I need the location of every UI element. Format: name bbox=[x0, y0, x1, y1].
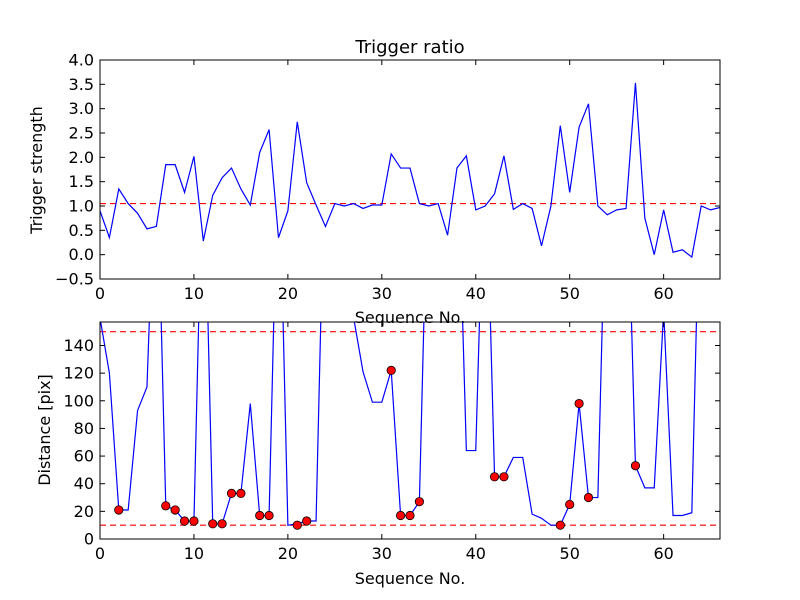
data-marker bbox=[264, 510, 274, 521]
x-tick-label: 20 bbox=[278, 284, 298, 303]
y-tick-label: 140 bbox=[63, 336, 94, 355]
data-marker bbox=[208, 519, 218, 529]
y-tick-label: 100 bbox=[63, 391, 94, 410]
plot-area: 0 10 20 30 40 50 60 0 20 40 60 80 100 120 140 bbox=[63, 321, 721, 563]
x-axis-label: Sequence No. bbox=[355, 308, 466, 327]
plot-area: 0 10 20 30 40 50 60 −0.5 0.0 0.5 1.0 1.5 2.0 2.5 3.0 3.… bbox=[55, 51, 721, 303]
x-tick-label: 30 bbox=[372, 544, 392, 563]
chart-title: Trigger ratio bbox=[354, 37, 464, 58]
data-marker bbox=[499, 472, 509, 482]
y-tick-label: 0 bbox=[84, 530, 94, 549]
y-axis-label: Distance [pix] bbox=[35, 374, 54, 486]
y-tick-label: 60 bbox=[74, 447, 94, 466]
x-tick-label: 40 bbox=[466, 544, 486, 563]
distance-chart: Distance [pix] Sequence No. 0 10 20 30 40 50 6… bbox=[35, 321, 721, 588]
y-tick-label: −0.5 bbox=[55, 270, 94, 289]
data-marker bbox=[405, 510, 415, 521]
data-marker bbox=[217, 519, 227, 529]
data-marker bbox=[583, 492, 594, 503]
axes-frame bbox=[99, 321, 721, 540]
x-tick-label: 50 bbox=[560, 544, 580, 563]
y-tick-label: 1.5 bbox=[69, 172, 94, 191]
trigger-ratio-chart: Trigger ratio Trigger strength Sequence … bbox=[27, 37, 721, 327]
data-marker bbox=[555, 520, 565, 530]
y-tick-label: 4.0 bbox=[69, 51, 94, 70]
y-tick-label: 3.0 bbox=[69, 99, 94, 118]
data-marker bbox=[292, 520, 302, 530]
y-tick-label: 0.5 bbox=[69, 221, 94, 240]
data-marker bbox=[226, 488, 237, 498]
axes-frame bbox=[99, 59, 721, 280]
y-tick-label: 2.5 bbox=[69, 124, 94, 143]
data-marker bbox=[255, 510, 265, 521]
x-tick-label: 10 bbox=[184, 544, 204, 563]
data-marker bbox=[574, 398, 584, 409]
x-tick-label: 60 bbox=[653, 284, 673, 303]
data-marker bbox=[114, 505, 124, 515]
data-marker bbox=[189, 516, 199, 526]
x-axis-label: Sequence No. bbox=[355, 569, 466, 588]
y-tick-label: 40 bbox=[74, 474, 94, 493]
x-tick-label: 50 bbox=[560, 284, 580, 303]
data-marker bbox=[396, 510, 406, 521]
data-marker bbox=[302, 516, 312, 526]
y-tick-label: 1.0 bbox=[69, 197, 94, 216]
data-marker bbox=[179, 516, 190, 526]
y-tick-label: 80 bbox=[74, 419, 94, 438]
data-marker bbox=[161, 501, 171, 511]
x-tick-label: 20 bbox=[278, 544, 298, 563]
data-marker bbox=[630, 461, 641, 471]
y-tick-label: 3.5 bbox=[69, 75, 94, 94]
data-marker bbox=[386, 365, 396, 375]
data-marker bbox=[414, 497, 424, 507]
x-tick-label: 60 bbox=[653, 544, 673, 563]
data-marker bbox=[489, 472, 500, 482]
y-tick-label: 20 bbox=[74, 502, 94, 521]
x-tick-label: 0 bbox=[95, 544, 105, 563]
x-tick-label: 0 bbox=[95, 284, 105, 303]
data-marker bbox=[170, 505, 180, 515]
data-marker bbox=[236, 488, 246, 498]
data-marker bbox=[565, 499, 575, 510]
y-tick-label: 120 bbox=[63, 364, 94, 383]
x-tick-label: 30 bbox=[372, 284, 392, 303]
y-tick-label: 2.0 bbox=[69, 148, 94, 167]
series-line bbox=[100, 82, 720, 259]
x-tick-label: 10 bbox=[184, 284, 204, 303]
x-tick-label: 40 bbox=[466, 284, 486, 303]
y-tick-label: 0.0 bbox=[69, 245, 94, 264]
y-axis-label: Trigger strength bbox=[27, 106, 46, 235]
